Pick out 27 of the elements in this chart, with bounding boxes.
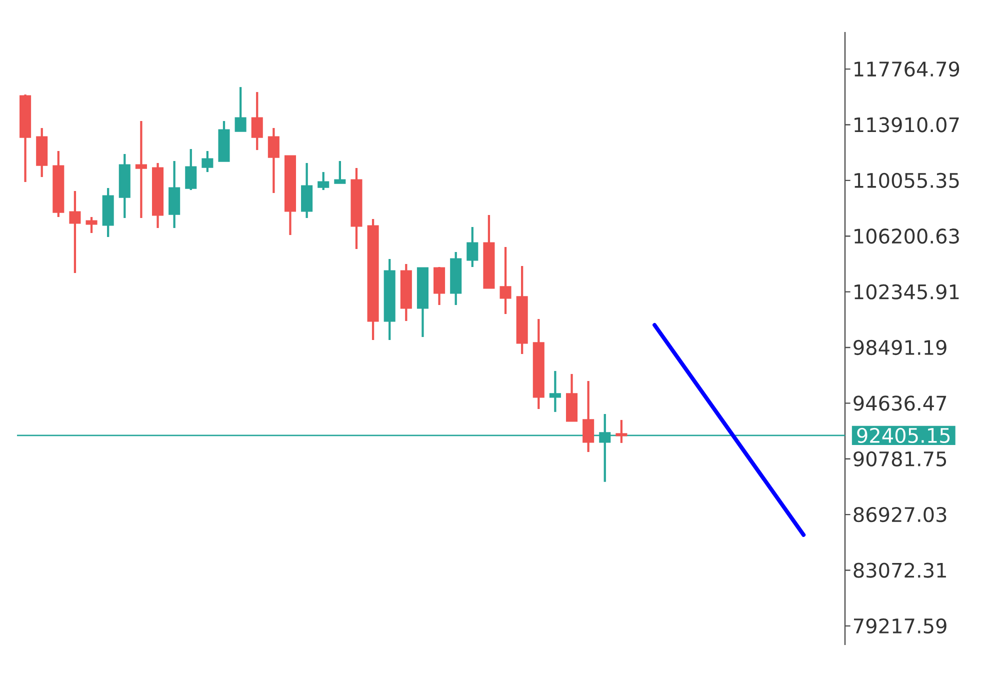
- candlestick: [466, 226, 478, 268]
- candlestick: [234, 86, 246, 132]
- candlestick: [135, 120, 147, 220]
- ref-line-label: 92405.15: [857, 428, 950, 443]
- y-tick-label: 106200.63: [854, 228, 959, 244]
- y-tick-label: 98491.19: [854, 340, 946, 356]
- y-tick-label: 90781.75: [854, 451, 946, 466]
- candlestick: [500, 246, 512, 316]
- candlestick: [268, 126, 280, 194]
- y-tick-label: 102345.91: [854, 284, 959, 300]
- candlestick: [318, 170, 330, 192]
- candlestick: [549, 370, 561, 414]
- y-tick-label: 83072.31: [854, 562, 946, 578]
- y-tick-label: 117764.79: [854, 61, 960, 77]
- candlestick: [202, 150, 214, 174]
- y-tick-label: 94636.47: [854, 396, 946, 411]
- candlestick: [185, 148, 197, 192]
- candlestick: [582, 380, 594, 454]
- candlestick: [69, 190, 81, 274]
- candlestick: [251, 90, 263, 152]
- y-tick-label: 110055.35: [854, 172, 959, 188]
- candlestick: [86, 216, 98, 234]
- y-tick-label: 113910.07: [854, 117, 959, 132]
- y-tick-label: 86927.03: [854, 507, 946, 522]
- y-tick-label: 79217.59: [854, 618, 946, 634]
- candlestick: [616, 418, 628, 444]
- candlestick: [334, 160, 346, 184]
